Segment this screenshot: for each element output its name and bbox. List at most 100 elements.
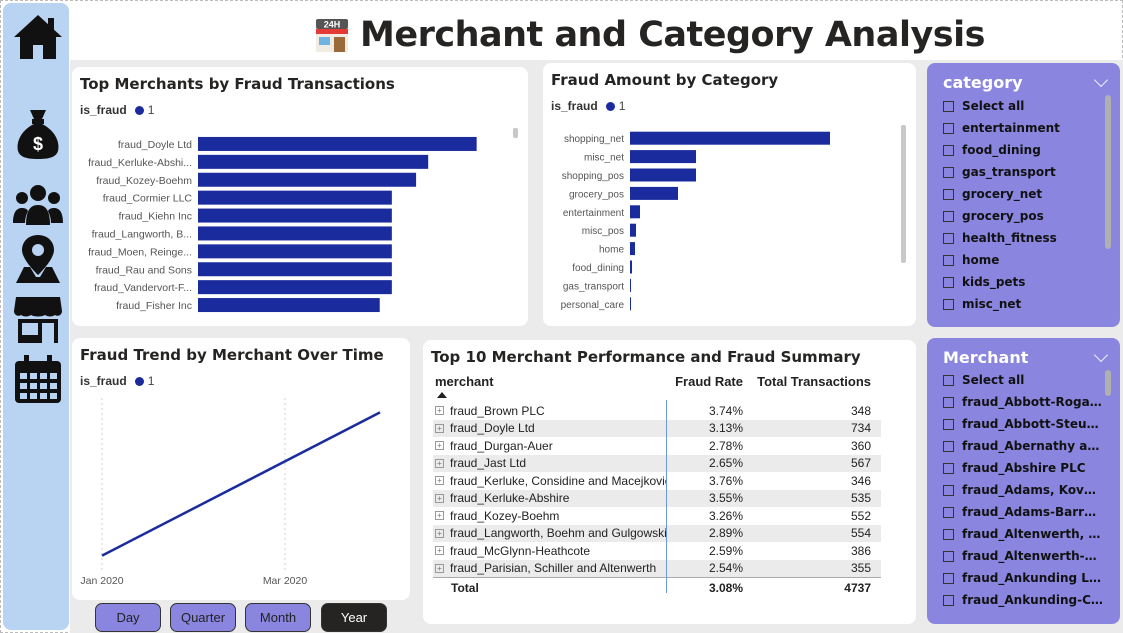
bar[interactable] xyxy=(198,208,392,223)
expand-row-icon[interactable]: + xyxy=(435,441,444,451)
checkbox[interactable] xyxy=(943,276,954,288)
slicer-item[interactable]: food_dining xyxy=(943,139,1103,161)
checkbox[interactable] xyxy=(943,440,954,452)
slicer-item[interactable]: fraud_Ankunding-Carroll xyxy=(943,589,1103,611)
location-map-icon[interactable] xyxy=(12,233,64,285)
slicer-item[interactable]: health_fitness xyxy=(943,227,1103,249)
checkbox[interactable] xyxy=(943,254,954,266)
chart-scrollbar[interactable] xyxy=(901,125,906,263)
bar[interactable] xyxy=(198,136,477,151)
bar[interactable] xyxy=(630,150,696,164)
checkbox[interactable] xyxy=(943,100,954,112)
bar[interactable] xyxy=(198,226,392,241)
users-group-icon[interactable] xyxy=(12,179,64,231)
checkbox[interactable] xyxy=(943,210,954,222)
checkbox[interactable] xyxy=(943,232,954,244)
checkbox[interactable] xyxy=(943,594,954,606)
slicer-item[interactable]: fraud_Abbott-Steuber xyxy=(943,413,1103,435)
slicer-item[interactable]: fraud_Abernathy and Sons xyxy=(943,435,1103,457)
bar[interactable] xyxy=(198,298,380,313)
checkbox[interactable] xyxy=(943,298,954,310)
expand-row-icon[interactable]: + xyxy=(435,458,444,468)
checkbox[interactable] xyxy=(943,528,954,540)
bar[interactable] xyxy=(198,244,392,259)
checkbox[interactable] xyxy=(943,418,954,430)
checkbox[interactable] xyxy=(943,572,954,584)
table-row[interactable]: + fraud_Doyle Ltd 3.13% 734 xyxy=(433,419,881,437)
bar[interactable] xyxy=(630,223,636,237)
checkbox[interactable] xyxy=(943,144,954,156)
table-row[interactable]: + fraud_Brown PLC 3.74% 348 xyxy=(433,402,881,420)
bar[interactable] xyxy=(630,297,631,311)
bar[interactable] xyxy=(198,262,392,277)
expand-row-icon[interactable]: + xyxy=(435,423,444,433)
slicer-item[interactable]: gas_transport xyxy=(943,161,1103,183)
expand-row-icon[interactable]: + xyxy=(435,476,444,486)
table-row[interactable]: + fraud_Kerluke, Considine and Macejkovic… xyxy=(433,472,881,490)
expand-row-icon[interactable]: + xyxy=(435,406,444,416)
bar[interactable] xyxy=(630,168,696,182)
period-button-year[interactable]: Year xyxy=(321,603,387,632)
slicer-item[interactable]: fraud_Altenwerth-Kilback xyxy=(943,545,1103,567)
slicer-item[interactable]: Select all xyxy=(943,95,1103,117)
chevron-down-icon[interactable] xyxy=(1093,347,1109,363)
slicer-item[interactable]: home xyxy=(943,249,1103,271)
slicer-item[interactable]: grocery_net xyxy=(943,183,1103,205)
home-icon[interactable] xyxy=(12,11,64,63)
period-button-day[interactable]: Day xyxy=(95,603,161,632)
slicer-item[interactable]: fraud_Adams, Kovacek an... xyxy=(943,479,1103,501)
checkbox[interactable] xyxy=(943,374,954,386)
slicer-item[interactable]: fraud_Abbott-Rogahn xyxy=(943,391,1103,413)
chart-scrollbar[interactable] xyxy=(513,128,518,138)
expand-row-icon[interactable]: + xyxy=(435,511,444,521)
bar[interactable] xyxy=(198,190,392,205)
storefront-icon[interactable] xyxy=(12,293,64,345)
slicer-item[interactable]: fraud_Altenwerth, Cartwr... xyxy=(943,523,1103,545)
table-row[interactable]: + fraud_Kerluke-Abshire 3.55% 535 xyxy=(433,489,881,507)
slicer-item[interactable]: fraud_Abshire PLC xyxy=(943,457,1103,479)
bar[interactable] xyxy=(630,278,631,292)
bar[interactable] xyxy=(630,242,635,256)
bar[interactable] xyxy=(198,172,417,187)
table-row[interactable]: + fraud_Parisian, Schiller and Altenwerth… xyxy=(433,559,881,577)
column-header-total-transactions[interactable]: Total Transactions xyxy=(757,373,871,389)
bar[interactable] xyxy=(630,131,830,145)
checkbox[interactable] xyxy=(943,484,954,496)
expand-row-icon[interactable]: + xyxy=(435,493,444,503)
merchant-slicer-scrollbar[interactable] xyxy=(1105,370,1111,396)
checkbox[interactable] xyxy=(943,122,954,134)
column-header-fraud-rate[interactable]: Fraud Rate xyxy=(675,373,743,389)
expand-row-icon[interactable]: + xyxy=(435,528,444,538)
slicer-item[interactable]: misc_net xyxy=(943,293,1103,315)
table-row[interactable]: + fraud_Jast Ltd 2.65% 567 xyxy=(433,454,881,472)
slicer-item[interactable]: fraud_Adams-Barrows xyxy=(943,501,1103,523)
slicer-item[interactable]: fraud_Ankunding LLC xyxy=(943,567,1103,589)
slicer-item[interactable]: entertainment xyxy=(943,117,1103,139)
period-button-month[interactable]: Month xyxy=(245,603,311,632)
table-row[interactable]: + fraud_Langworth, Boehm and Gulgowski 2.8… xyxy=(433,524,881,542)
bar[interactable] xyxy=(630,186,678,200)
slicer-item[interactable]: kids_pets xyxy=(943,271,1103,293)
table-row[interactable]: + fraud_McGlynn-Heathcote 2.59% 386 xyxy=(433,542,881,560)
slicer-item[interactable]: Select all xyxy=(943,369,1103,391)
checkbox[interactable] xyxy=(943,396,954,408)
bar[interactable] xyxy=(630,260,632,274)
category-slicer-scrollbar[interactable] xyxy=(1105,95,1111,249)
checkbox[interactable] xyxy=(943,550,954,562)
expand-row-icon[interactable]: + xyxy=(435,563,444,573)
period-button-quarter[interactable]: Quarter xyxy=(170,603,236,632)
column-header-merchant[interactable]: merchant xyxy=(435,373,494,389)
expand-row-icon[interactable]: + xyxy=(435,546,444,556)
table-row[interactable]: + fraud_Kozey-Boehm 3.26% 552 xyxy=(433,507,881,525)
checkbox[interactable] xyxy=(943,462,954,474)
trend-line[interactable] xyxy=(101,411,381,557)
bar[interactable] xyxy=(198,280,392,295)
table-row[interactable]: + fraud_Durgan-Auer 2.78% 360 xyxy=(433,437,881,455)
checkbox[interactable] xyxy=(943,166,954,178)
money-bag-icon[interactable]: $ xyxy=(12,107,64,159)
chevron-down-icon[interactable] xyxy=(1093,72,1109,88)
slicer-item[interactable]: grocery_pos xyxy=(943,205,1103,227)
bar[interactable] xyxy=(198,154,429,169)
calendar-icon[interactable] xyxy=(12,353,64,405)
sort-ascending-icon[interactable] xyxy=(437,392,447,398)
